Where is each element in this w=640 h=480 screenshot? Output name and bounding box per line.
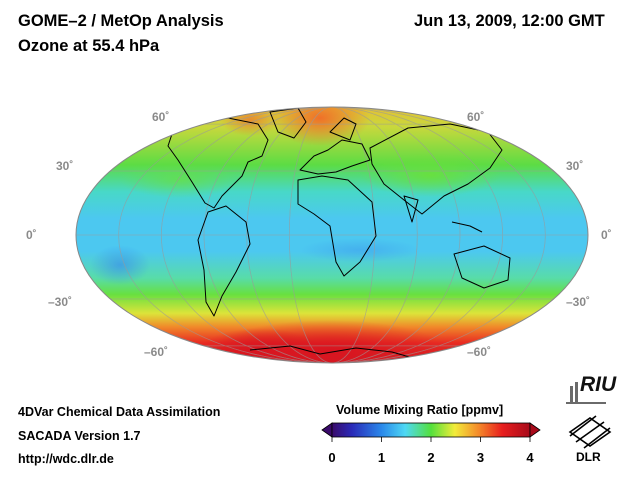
lat-label-60n-left: 60˚ bbox=[152, 110, 170, 124]
lat-label-60n-right: 60˚ bbox=[467, 110, 485, 124]
map-border bbox=[75, 106, 589, 364]
colorbar-min-arrow bbox=[321, 422, 333, 438]
graticule bbox=[76, 107, 588, 363]
lat-label-60s-left: –60˚ bbox=[144, 345, 169, 359]
dlr-logo-icon bbox=[568, 415, 612, 449]
colorbar-title: Volume Mixing Ratio [ppmv] bbox=[336, 403, 504, 417]
lat-label-30s-left: –30˚ bbox=[48, 295, 73, 309]
lat-label-eq-left: 0˚ bbox=[26, 228, 37, 242]
map-datetime: Jun 13, 2009, 12:00 GMT bbox=[414, 12, 605, 30]
footer-line1: 4DVar Chemical Data Assimilation bbox=[18, 405, 221, 419]
colorbar-tick-label: 1 bbox=[377, 450, 386, 465]
riu-logo-text: RIU bbox=[580, 373, 617, 396]
lat-label-30s-right: –30˚ bbox=[566, 295, 591, 309]
graticule-meridian bbox=[203, 107, 461, 363]
lat-label-30n-left: 30˚ bbox=[56, 159, 74, 173]
lat-label-30n-right: 30˚ bbox=[566, 159, 584, 173]
colorbar bbox=[321, 422, 541, 442]
graticule-meridian bbox=[288, 107, 376, 363]
footer-line2: SACADA Version 1.7 bbox=[18, 429, 141, 443]
graticule-meridian bbox=[160, 107, 504, 363]
graticule-meridian bbox=[118, 107, 546, 363]
lat-label-60s-right: –60˚ bbox=[467, 345, 492, 359]
riu-logo-icon bbox=[566, 382, 606, 404]
map-subtitle: Ozone at 55.4 hPa bbox=[18, 37, 160, 55]
ozone-field bbox=[76, 107, 588, 363]
footer-link[interactable]: http://wdc.dlr.de bbox=[18, 452, 114, 466]
colorbar-tick-label: 2 bbox=[427, 450, 435, 465]
dlr-logo-text: DLR bbox=[576, 450, 601, 464]
colorbar-tick-label: 3 bbox=[476, 450, 485, 465]
map-title: GOME–2 / MetOp Analysis bbox=[18, 12, 224, 30]
coastlines bbox=[167, 107, 511, 361]
colorbar-tick-label: 4 bbox=[526, 450, 534, 465]
graticule-meridian bbox=[246, 107, 418, 363]
colorbar-tick-label: 0 bbox=[328, 450, 336, 465]
lat-label-eq-right: 0˚ bbox=[601, 228, 612, 242]
colorbar-max-arrow bbox=[529, 422, 541, 438]
colorbar-ramp bbox=[331, 422, 531, 438]
